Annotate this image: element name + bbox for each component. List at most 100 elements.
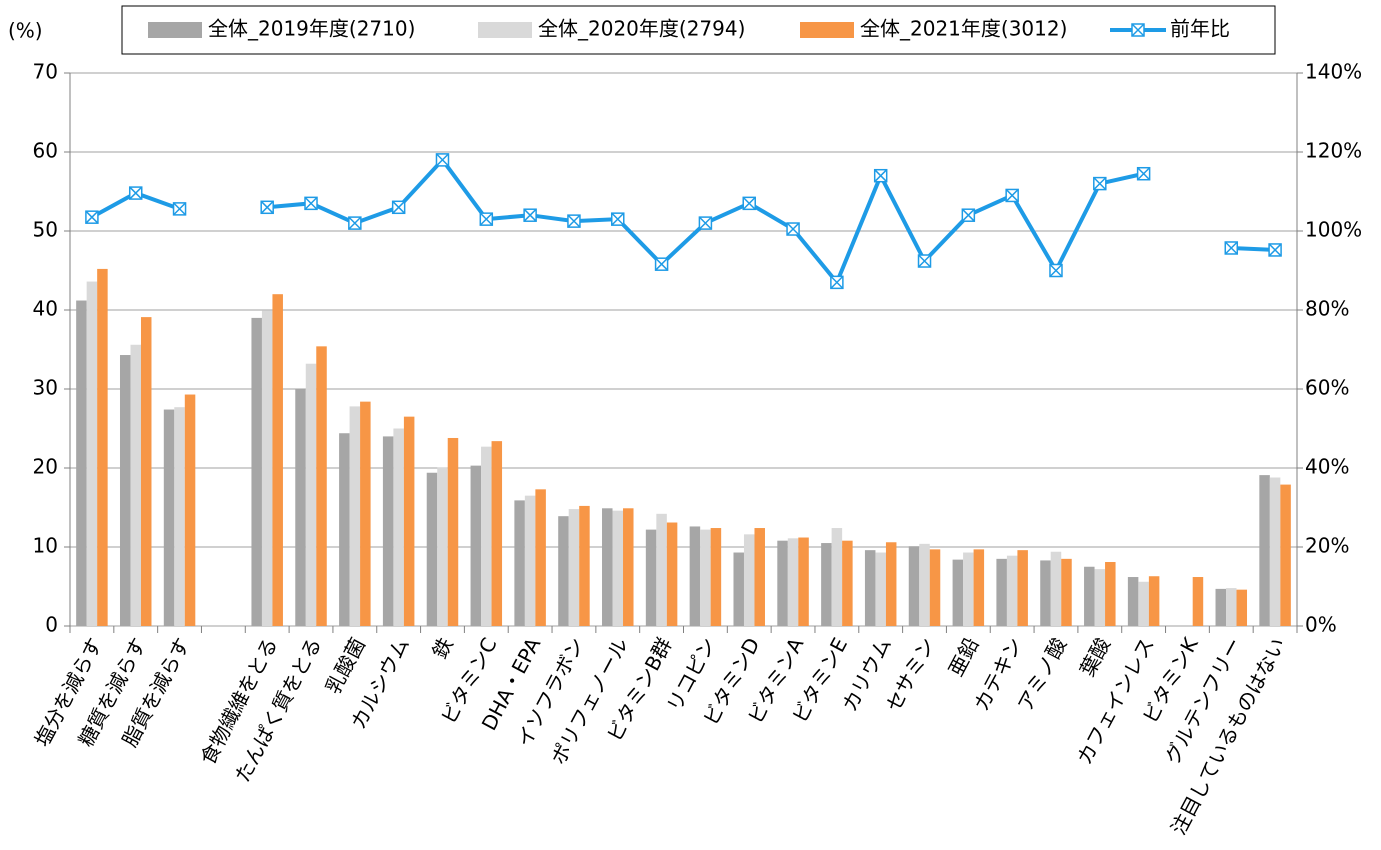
legend-label: 全体_2021年度(3012) <box>860 17 1067 41</box>
line-marker <box>1224 241 1239 255</box>
y2-tick-label: 120% <box>1305 139 1362 163</box>
y-tick-label: 60 <box>33 139 58 163</box>
legend-label: 全体_2019年度(2710) <box>208 17 415 41</box>
bar <box>602 508 613 626</box>
bar <box>579 505 590 626</box>
bar <box>952 559 964 626</box>
bar <box>612 510 624 626</box>
marker-cross <box>173 202 187 216</box>
bar <box>996 558 1007 626</box>
marker-cross <box>874 169 888 183</box>
bar <box>875 552 886 626</box>
marker-cross <box>1049 263 1063 278</box>
x-tick-label: 亜鉛 <box>944 634 984 681</box>
legend-swatch <box>478 22 532 38</box>
marker-cross <box>830 275 844 289</box>
bar <box>393 428 404 626</box>
y-tick-label: 0 <box>45 613 58 637</box>
bar <box>305 363 317 626</box>
bar <box>1192 577 1204 626</box>
line-marker <box>917 254 932 268</box>
bar <box>447 437 459 626</box>
bar <box>973 549 985 626</box>
bar <box>97 268 108 626</box>
line-marker <box>85 210 99 224</box>
legend-swatch <box>148 22 202 38</box>
line-marker <box>260 200 274 215</box>
bar <box>261 310 273 626</box>
marker-cross <box>917 254 932 268</box>
bar <box>689 526 701 626</box>
bar <box>184 394 196 626</box>
bar <box>140 317 152 626</box>
bar <box>163 409 175 626</box>
marker-cross <box>786 222 800 236</box>
bar <box>1105 562 1116 626</box>
line-marker <box>830 275 844 290</box>
bar <box>908 546 920 626</box>
bar <box>437 467 448 626</box>
marker-cross <box>655 257 669 271</box>
line-marker <box>654 257 669 271</box>
line-marker <box>435 153 450 167</box>
bar <box>514 500 525 626</box>
marker-cross <box>1137 167 1151 181</box>
bar <box>558 516 569 626</box>
marker-cross <box>698 216 712 230</box>
bar <box>1138 581 1149 626</box>
marker-cross <box>961 208 975 222</box>
bar <box>700 529 711 626</box>
bar <box>1061 558 1072 626</box>
line-marker <box>567 214 581 228</box>
marker-cross <box>304 196 318 210</box>
bar <box>1094 569 1106 626</box>
y2-tick-label: 100% <box>1305 218 1362 242</box>
marker-cross <box>392 200 406 214</box>
bar <box>1050 551 1062 626</box>
line-marker <box>873 168 888 183</box>
bar <box>1084 566 1095 626</box>
line-marker <box>1005 188 1019 203</box>
legend-label: 前年比 <box>1170 17 1230 41</box>
line-marker <box>611 212 625 226</box>
bar <box>1006 555 1018 626</box>
bar <box>623 508 634 626</box>
bar <box>1269 477 1281 626</box>
bar <box>1127 577 1139 626</box>
line-marker <box>742 196 756 211</box>
bar <box>645 529 657 626</box>
bar <box>656 513 667 626</box>
bar <box>1226 588 1237 626</box>
bar <box>339 433 350 626</box>
bar <box>1236 589 1248 626</box>
bar <box>130 344 141 626</box>
marker-cross <box>348 216 362 230</box>
bar <box>1259 475 1270 626</box>
y2-tick-label: 20% <box>1305 534 1349 558</box>
bar <box>360 401 371 626</box>
bar <box>919 543 930 626</box>
y-tick-label: 70 <box>33 60 58 84</box>
line-marker <box>172 202 187 216</box>
bar <box>864 550 876 626</box>
bar <box>119 355 131 626</box>
y2-tick-label: 60% <box>1305 376 1349 400</box>
bar <box>349 406 361 626</box>
line-marker <box>961 208 976 222</box>
bar <box>295 389 306 626</box>
line-marker <box>1093 176 1107 191</box>
x-tick-label: 葉酸 <box>1075 634 1115 681</box>
bar <box>798 537 809 626</box>
bar <box>426 472 438 626</box>
bar <box>174 407 185 626</box>
bar <box>710 528 722 626</box>
line-marker <box>1049 263 1063 278</box>
bar <box>470 465 482 626</box>
y-tick-label: 30 <box>33 376 58 400</box>
line-marker <box>786 222 800 236</box>
bar <box>821 543 832 626</box>
line-marker <box>523 208 537 222</box>
marker-cross <box>85 210 99 224</box>
line-marker <box>1136 166 1151 181</box>
